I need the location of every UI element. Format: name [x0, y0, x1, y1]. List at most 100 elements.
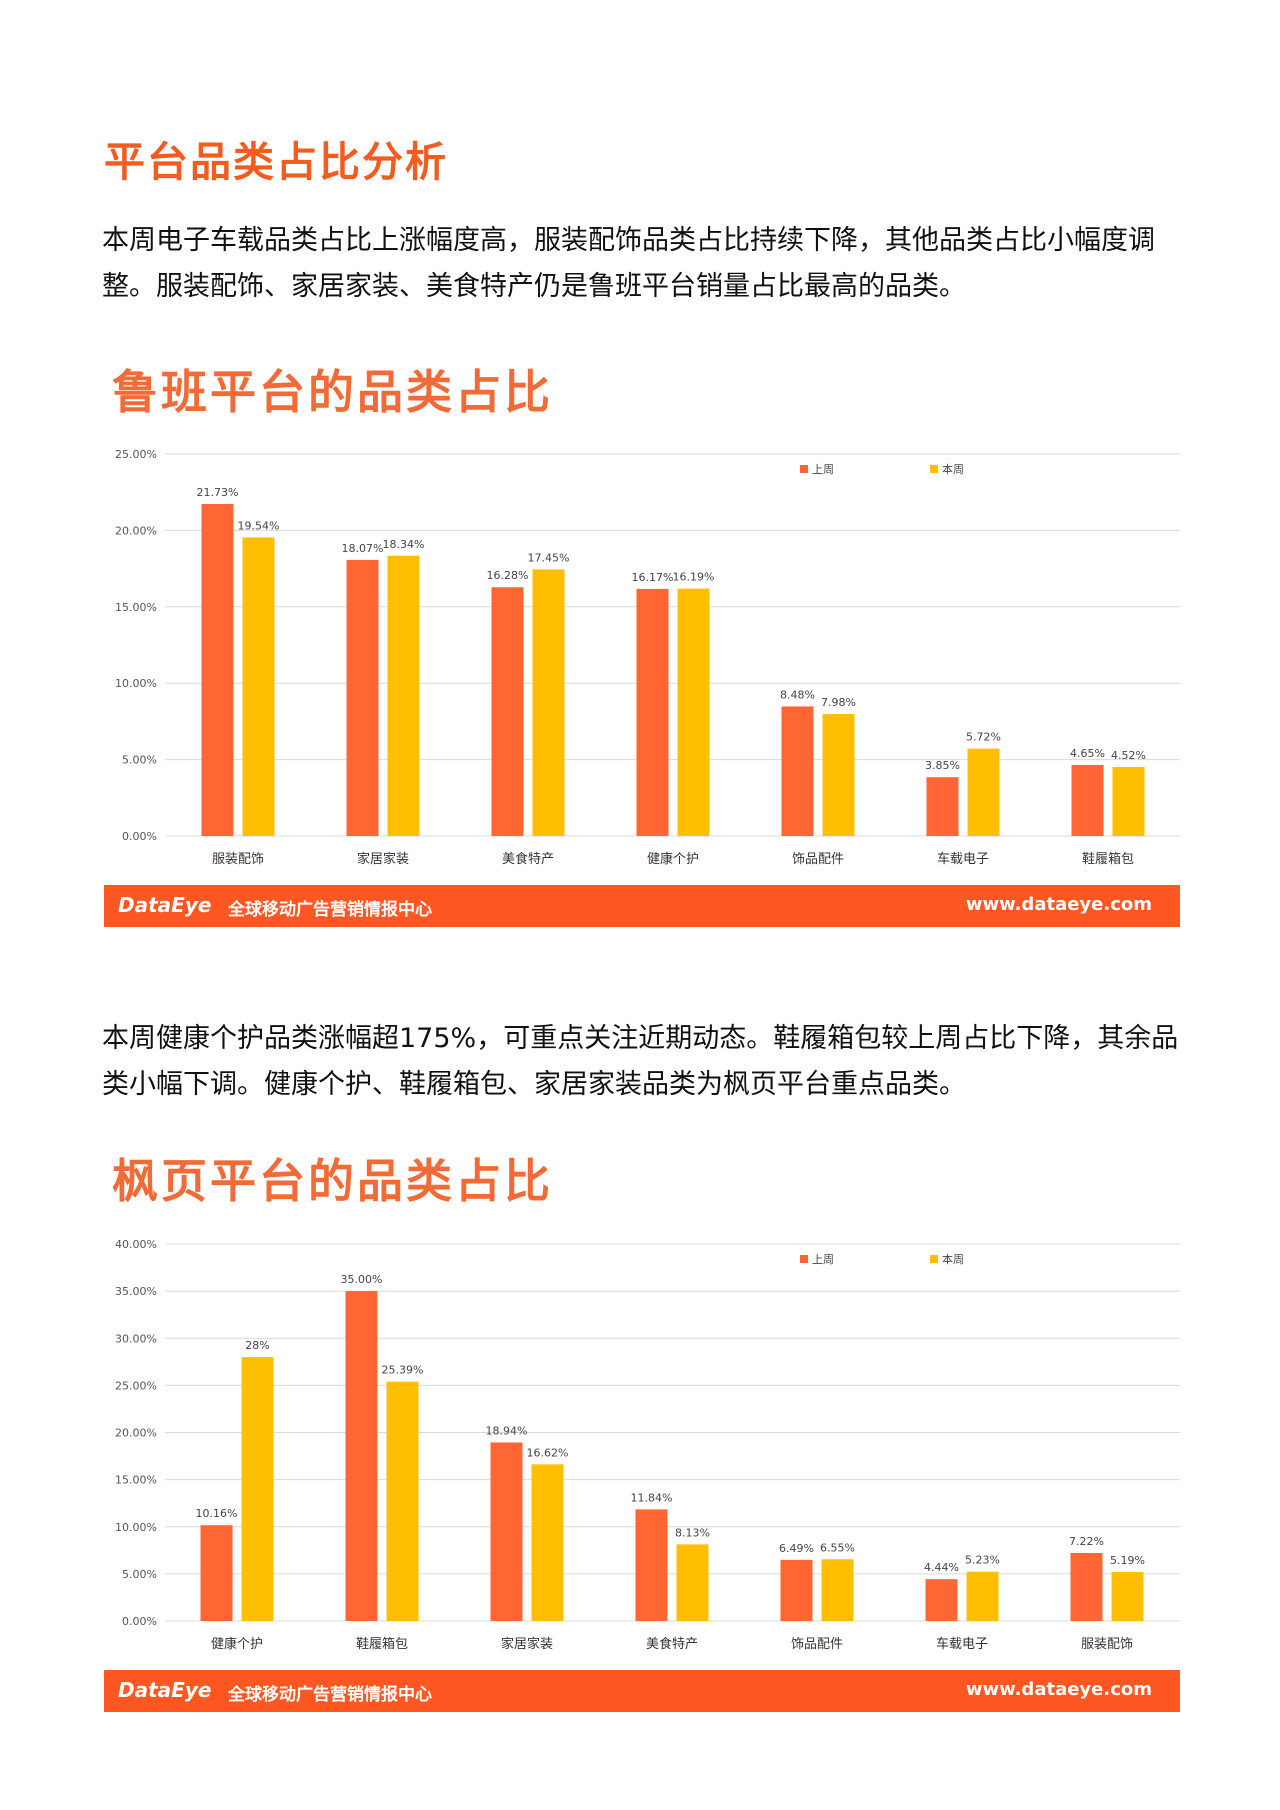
- x-tick-label: 服装配饰: [1081, 1637, 1133, 1652]
- paragraph-fengye: 本周健康个护品类涨幅超175%，可重点关注近期动态。鞋履箱包较上周占比下降，其余…: [102, 1023, 1179, 1100]
- bar-last-week: [346, 559, 379, 836]
- data-label: 6.49%: [779, 1542, 814, 1555]
- bar-last-week: [1071, 764, 1104, 836]
- x-tick-label: 饰品配件: [792, 852, 844, 867]
- y-tick-label: 30.00%: [115, 1332, 157, 1345]
- legend-swatch: [930, 465, 938, 473]
- y-tick-label: 10.00%: [115, 1521, 157, 1534]
- data-label: 18.07%: [342, 542, 384, 555]
- y-tick-label: 20.00%: [115, 524, 157, 537]
- y-tick-label: 15.00%: [115, 1474, 157, 1487]
- chart-title-luban: 鲁班平台的品类占比: [112, 365, 553, 419]
- legend-swatch: [930, 1255, 938, 1263]
- y-tick-label: 40.00%: [115, 1238, 157, 1251]
- bar-this-week: [967, 748, 1000, 836]
- x-tick-label: 鞋履箱包: [356, 1636, 408, 1652]
- data-label: 7.22%: [1069, 1535, 1104, 1548]
- bar-last-week: [490, 1442, 523, 1621]
- data-label: 3.85%: [925, 759, 960, 772]
- y-tick-label: 25.00%: [115, 1379, 157, 1392]
- x-tick-label: 家居家装: [357, 851, 409, 867]
- legend-label: 上周: [812, 1253, 834, 1266]
- x-tick-label: 健康个护: [211, 1636, 263, 1652]
- banner-fengye: DataEye 全球移动广告营销情报中心 www.dataeye.com: [104, 1670, 1180, 1712]
- y-tick-label: 0.00%: [122, 830, 157, 843]
- legend-swatch: [800, 465, 808, 473]
- data-label: 18.94%: [486, 1424, 528, 1437]
- bar-last-week: [635, 1509, 668, 1621]
- banner-slogan: 全球移动广告营销情报中心: [228, 1685, 432, 1705]
- data-label: 8.48%: [780, 688, 815, 701]
- data-label: 5.72%: [966, 731, 1001, 744]
- paragraph-luban: 本周电子车载品类占比上涨幅度高，服装配饰品类占比持续下降，其他品类占比小幅度调整…: [102, 225, 1155, 302]
- x-tick-label: 车载电子: [937, 851, 989, 867]
- bar-last-week: [781, 706, 814, 836]
- bar-last-week: [925, 1579, 958, 1621]
- data-label: 5.19%: [1110, 1554, 1145, 1567]
- data-label: 5.23%: [965, 1554, 1000, 1567]
- dataeye-logo: DataEye: [118, 1678, 212, 1702]
- data-label: 16.17%: [632, 571, 674, 584]
- x-tick-label: 美食特产: [646, 1636, 698, 1652]
- x-tick-label: 车载电子: [936, 1636, 988, 1652]
- bar-this-week: [822, 714, 855, 836]
- bar-this-week: [386, 1381, 419, 1621]
- banner-slogan: 全球移动广告营销情报中心: [228, 900, 432, 920]
- y-tick-label: 5.00%: [122, 1568, 157, 1581]
- y-tick-label: 0.00%: [122, 1615, 157, 1628]
- data-label: 21.73%: [197, 486, 239, 499]
- bar-this-week: [966, 1571, 999, 1621]
- bar-this-week: [1111, 1572, 1144, 1621]
- y-tick-label: 20.00%: [115, 1427, 157, 1440]
- bar-this-week: [676, 1544, 709, 1621]
- bar-last-week: [1070, 1552, 1103, 1621]
- y-tick-label: 25.00%: [115, 448, 157, 461]
- legend-label: 本周: [942, 1252, 964, 1266]
- y-tick-label: 15.00%: [115, 601, 157, 614]
- data-label: 10.16%: [196, 1507, 238, 1520]
- x-tick-label: 服装配饰: [212, 852, 264, 867]
- bar-last-week: [491, 587, 524, 836]
- bar-this-week: [677, 588, 710, 836]
- data-label: 19.54%: [238, 519, 280, 532]
- dataeye-logo: DataEye: [118, 893, 212, 917]
- data-label: 16.28%: [487, 569, 529, 582]
- data-label: 16.62%: [527, 1446, 569, 1459]
- data-label: 6.55%: [820, 1541, 855, 1554]
- bar-this-week: [1112, 766, 1145, 836]
- chart-fengye: 0.00% 5.00% 10.00% 15.00% 20.00% 25.00% 30.00%…: [115, 1238, 1180, 1652]
- data-label: 25.39%: [382, 1364, 424, 1377]
- x-tick-label: 家居家装: [501, 1636, 553, 1652]
- bar-this-week: [532, 569, 565, 836]
- bar-this-week: [241, 1357, 274, 1621]
- bar-this-week: [242, 537, 275, 836]
- x-tick-label: 健康个护: [647, 851, 699, 867]
- data-label: 17.45%: [528, 551, 570, 564]
- banner-website[interactable]: www.dataeye.com: [965, 894, 1152, 915]
- bar-this-week: [387, 555, 420, 836]
- x-tick-label: 美食特产: [502, 851, 554, 867]
- data-label: 11.84%: [631, 1491, 673, 1504]
- chart-title-fengye: 枫页平台的品类占比: [112, 1154, 553, 1208]
- bar-last-week: [636, 588, 669, 836]
- legend-label: 上周: [812, 463, 834, 476]
- data-label: 28%: [245, 1339, 269, 1352]
- bar-last-week: [200, 1525, 233, 1621]
- data-label: 16.19%: [673, 571, 715, 584]
- data-label: 35.00%: [341, 1273, 383, 1286]
- chart-luban: 0.00% 5.00% 10.00% 15.00% 20.00% 25.00% 21.73%…: [115, 448, 1180, 867]
- bar-this-week: [821, 1559, 854, 1621]
- bar-last-week: [345, 1291, 378, 1621]
- data-label: 7.98%: [821, 696, 856, 709]
- x-tick-label: 鞋履箱包: [1082, 851, 1134, 867]
- legend-label: 本周: [942, 462, 964, 476]
- data-label: 8.13%: [675, 1526, 710, 1539]
- y-tick-label: 10.00%: [115, 677, 157, 690]
- section-title: 平台品类占比分析: [104, 138, 448, 186]
- banner-luban: DataEye 全球移动广告营销情报中心 www.dataeye.com: [104, 885, 1180, 927]
- y-tick-label: 5.00%: [122, 754, 157, 767]
- bar-last-week: [201, 503, 234, 836]
- banner-website[interactable]: www.dataeye.com: [965, 1679, 1152, 1700]
- data-label: 4.44%: [924, 1561, 959, 1574]
- data-label: 18.34%: [383, 538, 425, 551]
